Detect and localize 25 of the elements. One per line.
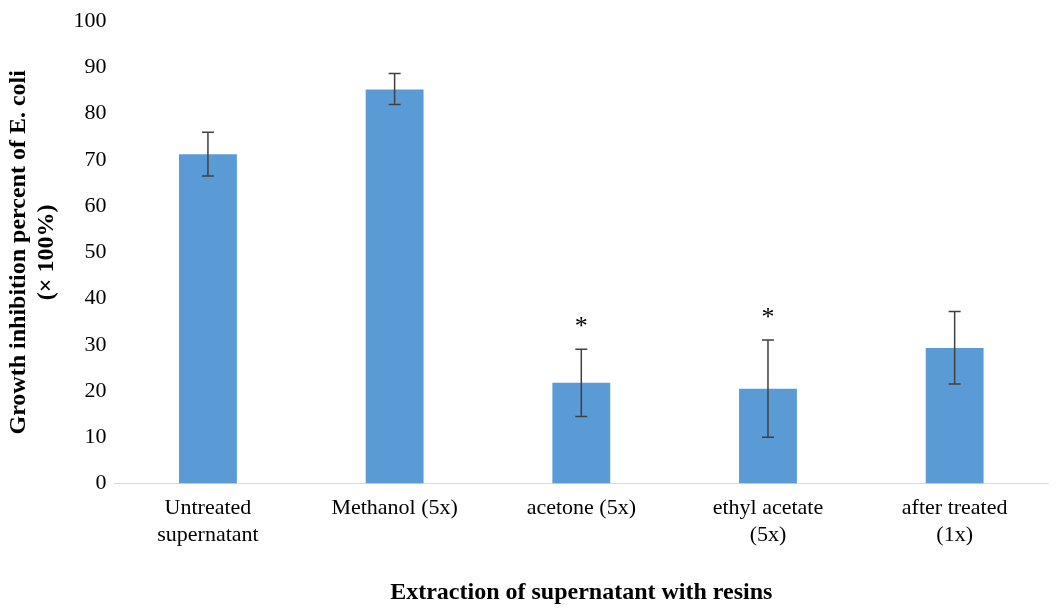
x-axis-title: Extraction of supernatant with resins <box>390 577 773 604</box>
y-tick-label: 40 <box>84 284 107 310</box>
y-tick-label: 70 <box>84 145 107 171</box>
x-tick-label: after treated (1x) <box>901 494 1008 546</box>
y-tick-label: 80 <box>84 99 107 125</box>
bar <box>925 347 984 484</box>
y-tick-label: 30 <box>84 330 107 356</box>
x-tick-label: ethyl acetate (5x) <box>712 494 824 546</box>
annotation: * <box>761 301 775 331</box>
x-tick-label: Untreated supernatant <box>157 494 259 546</box>
y-axis-title: Growth inhibition percent of E. coli (× 100%) <box>3 69 59 435</box>
y-tick-label: 60 <box>84 191 107 217</box>
x-tick-label: Methanol (5x) <box>331 494 458 520</box>
x-tick-label: acetone (5x) <box>526 494 636 520</box>
bar <box>552 382 611 484</box>
bar <box>739 388 797 484</box>
y-tick-label: 100 <box>73 6 107 32</box>
bar <box>365 89 424 484</box>
y-tick-label: 50 <box>84 238 107 264</box>
y-tick-label: 10 <box>84 422 107 448</box>
y-tick-label: 90 <box>84 53 107 79</box>
bar <box>179 154 237 484</box>
y-tick-label: 20 <box>84 376 107 402</box>
annotation: * <box>574 311 588 341</box>
y-tick-label: 0 <box>95 469 107 495</box>
